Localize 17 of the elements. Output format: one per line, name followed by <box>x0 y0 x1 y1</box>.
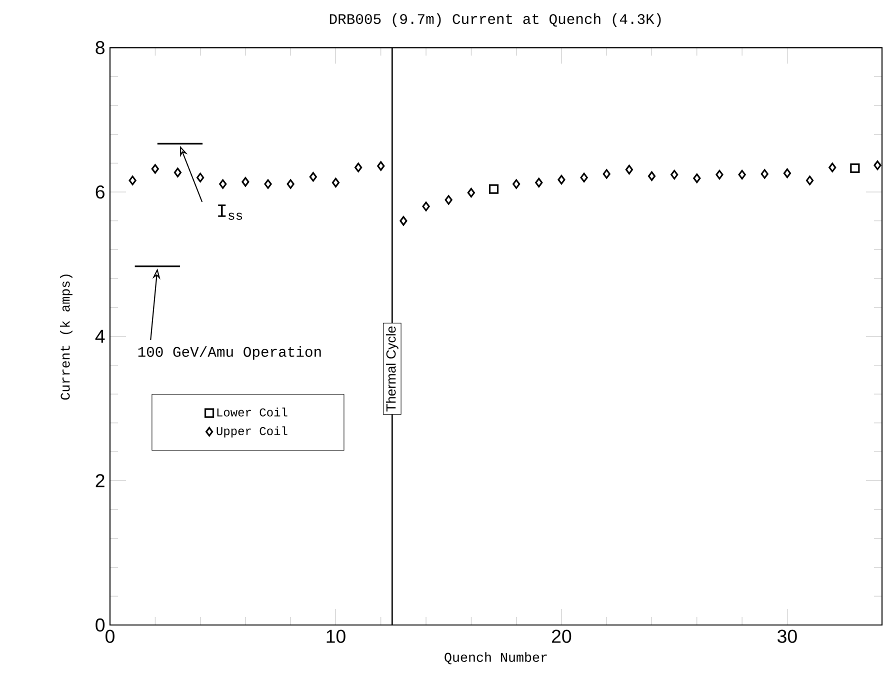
annotation: I$_{ss}$ <box>218 204 242 220</box>
y-tick-label: 8 <box>96 41 104 54</box>
y-tick-label: 2 <box>96 474 104 488</box>
y-tick-label: 6 <box>96 185 104 199</box>
ref-line-label: Thermal Cycle <box>386 326 398 412</box>
x-axis-title: Quench Number <box>444 652 547 664</box>
x-tick-label: 0 <box>106 630 114 643</box>
legend-label: Lower Coil <box>217 408 288 416</box>
y-axis-title: Current (k amps) <box>60 274 72 400</box>
x-tick-label: 20 <box>552 630 572 643</box>
legend-label: Upper Coil <box>216 426 288 438</box>
x-tick-label: 10 <box>326 630 346 643</box>
annotation: 100 GeV/Amu Operation <box>138 346 321 360</box>
x-tick-label: 30 <box>778 630 797 643</box>
chart-title: DRB005 (9.7m) Current at Quench (4.3K) <box>330 13 661 27</box>
y-tick-label: 0 <box>96 618 105 632</box>
y-tick-label: 4 <box>95 330 105 343</box>
